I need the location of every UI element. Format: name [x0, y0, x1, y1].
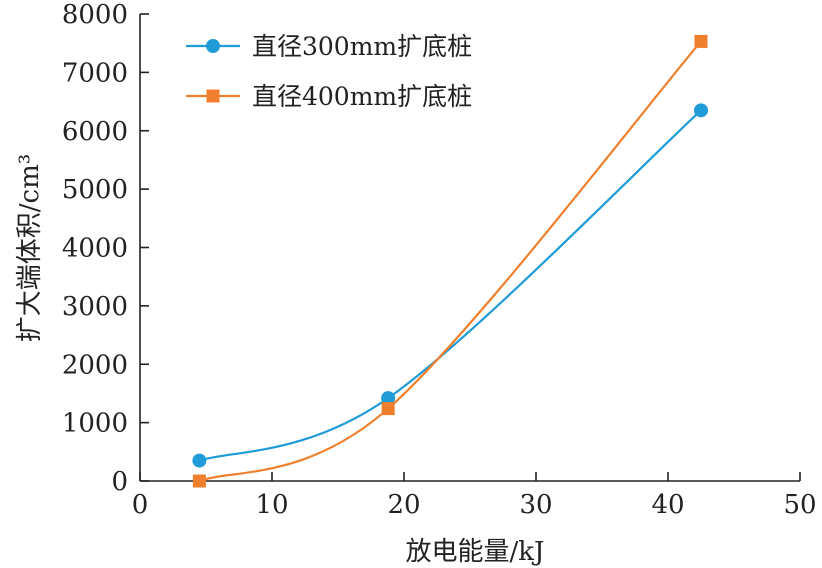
y-tick-label: 2000: [62, 350, 128, 380]
data-point-square: [381, 402, 395, 416]
y-tick-label: 6000: [62, 117, 128, 147]
y-tick-label: 4000: [62, 234, 128, 264]
legend-item: 直径300mm扩底桩: [186, 32, 472, 61]
data-point-circle: [381, 391, 396, 406]
legend-label: 直径400mm扩底桩: [252, 82, 472, 111]
x-tick-label: 50: [783, 490, 816, 520]
x-axis-ticks: 0 10 20 30 40 50: [132, 472, 817, 520]
y-tick-label: 1000: [62, 409, 128, 439]
y-tick-label: 7000: [62, 58, 128, 88]
x-tick-label: 30: [519, 490, 552, 520]
x-tick-label: 40: [651, 490, 684, 520]
data-point-square: [192, 474, 206, 488]
legend-item: 直径400mm扩底桩: [186, 82, 472, 111]
data-point-circle: [192, 453, 207, 468]
series-line: [199, 40, 702, 483]
series-layer: [192, 34, 708, 488]
data-point-square: [694, 34, 708, 48]
y-tick-label: 8000: [62, 0, 128, 30]
y-tick-label: 3000: [62, 292, 128, 322]
x-tick-label: 20: [387, 490, 420, 520]
data-point-circle: [694, 103, 708, 118]
y-tick-label: 0: [111, 467, 128, 497]
y-axis-label: 扩大端体积/cm³: [15, 154, 45, 342]
x-tick-label: 0: [132, 490, 149, 520]
legend-marker-square: [206, 89, 220, 103]
x-axis-label: 放电能量/kJ: [406, 537, 545, 567]
series-1: [192, 103, 708, 468]
y-tick-label: 5000: [62, 175, 128, 205]
legend-marker-circle: [206, 39, 220, 53]
y-axis-ticks: 0 1000 2000 3000 4000 5000 6000 7000 8000: [62, 0, 149, 497]
x-tick-label: 10: [255, 490, 288, 520]
series-line: [199, 109, 702, 462]
legend-label: 直径300mm扩底桩: [252, 32, 472, 61]
series-2: [192, 34, 708, 488]
